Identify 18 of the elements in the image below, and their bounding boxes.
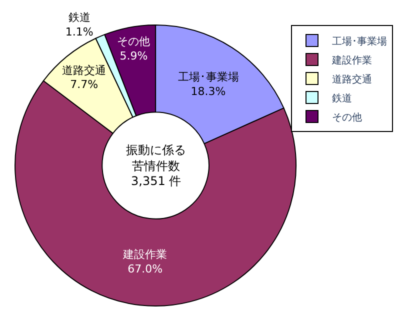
slice-label: 建設作業 bbox=[122, 248, 168, 262]
slice-label: 道路交通 bbox=[62, 64, 106, 77]
legend-label: 鉄道 bbox=[332, 92, 352, 104]
data-label: 18.3% bbox=[190, 84, 226, 98]
data-label: 67.0% bbox=[128, 262, 163, 276]
slice-label: 鉄道 bbox=[68, 11, 90, 24]
legend-label: 道路交通 bbox=[332, 73, 372, 86]
data-label: 5.9% bbox=[120, 50, 148, 63]
data-label: 7.7% bbox=[70, 78, 98, 92]
text: 振動に係る bbox=[126, 143, 186, 157]
data-label: 1.1% bbox=[65, 26, 94, 39]
slice-label: その他 bbox=[117, 35, 150, 48]
text: 3,351 件 bbox=[131, 174, 182, 188]
legend-label: その他 bbox=[332, 111, 362, 124]
text: 苦情件数 bbox=[132, 159, 180, 173]
slice-label: 工場･事業場 bbox=[178, 70, 239, 84]
legend-label: 工場･事業場 bbox=[332, 35, 387, 48]
legend-label: 建設作業 bbox=[331, 54, 372, 66]
